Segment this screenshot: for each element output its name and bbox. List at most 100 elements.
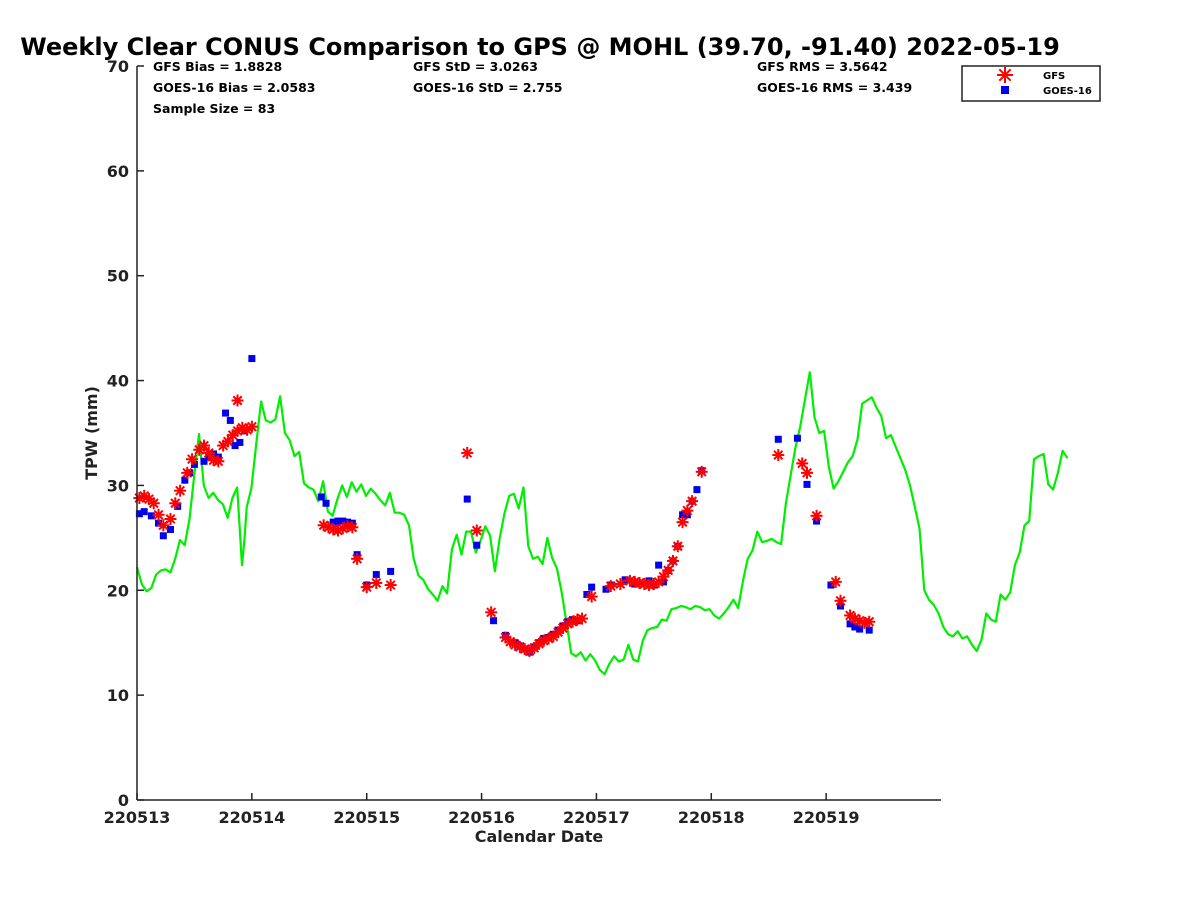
stat-goes16-rms: GOES-16 RMS = 3.439	[757, 80, 912, 95]
gfs-point	[147, 497, 160, 510]
gfs-point	[585, 590, 598, 603]
stat-goes16-bias: GOES-16 Bias = 2.0583	[153, 80, 315, 95]
gfs-point	[470, 524, 483, 537]
x-tick-label: 220515	[333, 808, 400, 827]
gfs-point	[152, 508, 165, 521]
y-tick-label: 60	[107, 162, 129, 181]
x-tick-label: 220517	[563, 808, 630, 827]
goes16-point	[334, 517, 342, 525]
x-tick-label: 220518	[678, 808, 745, 827]
y-tick-label: 30	[107, 476, 129, 495]
legend-box	[961, 65, 1101, 102]
y-tick-label: 70	[107, 57, 129, 76]
goes16-point	[159, 532, 167, 540]
stat-gfs-std: GFS StD = 3.0263	[413, 59, 538, 74]
goes16-point	[181, 476, 189, 484]
goes16-point	[329, 518, 337, 526]
goes16-point	[372, 571, 380, 579]
gfs-point	[829, 575, 842, 588]
gfs-point	[796, 457, 809, 470]
gfs-point	[360, 581, 373, 594]
goes16-point	[147, 512, 155, 520]
goes16-point	[856, 625, 864, 633]
gfs-point	[667, 554, 679, 567]
goes16-point	[693, 486, 701, 494]
goes16-point	[655, 561, 663, 569]
goes16-point	[774, 435, 782, 443]
gfs-point	[202, 446, 215, 459]
x-axis: 220513 220514 220515 220516 220517 220518 2205…	[104, 793, 941, 827]
goes16-point	[846, 620, 854, 628]
gfs-point	[174, 484, 187, 497]
legend-goes16-marker	[1001, 86, 1009, 94]
y-tick-label: 20	[107, 581, 129, 600]
goes16-point	[210, 450, 218, 458]
goes16-point	[155, 519, 163, 527]
gfs-point	[772, 449, 785, 462]
goes16-point	[865, 626, 873, 634]
gfs-point	[351, 552, 364, 565]
gfs-point	[671, 540, 684, 553]
goes16-point	[827, 581, 835, 589]
stat-sample-size: Sample Size = 83	[153, 101, 275, 116]
legend-gfs-marker	[997, 67, 1013, 83]
gfs-point	[346, 521, 359, 534]
goes16-point	[473, 541, 481, 549]
gfs-point	[681, 504, 694, 517]
gps-series-line	[135, 371, 1069, 676]
goes16-point	[236, 438, 244, 446]
gfs-point	[370, 576, 383, 589]
y-axis-label: TPW (mm)	[82, 386, 101, 480]
goes16-point	[226, 416, 234, 424]
legend-goes16-label: GOES-16	[1043, 86, 1092, 97]
stats-block: GFS Bias = 1.8828 GOES-16 Bias = 2.0583 …	[153, 59, 912, 116]
legend-gfs-asterisk	[997, 67, 1013, 83]
gfs-point	[801, 466, 813, 479]
gfs-point	[834, 594, 847, 607]
stat-gfs-bias: GFS Bias = 1.8828	[153, 59, 282, 74]
y-tick-label: 0	[118, 791, 129, 810]
goes16-point	[621, 576, 629, 584]
goes16-point	[322, 499, 330, 507]
goes16-point	[588, 583, 596, 591]
goes16-point	[222, 409, 230, 417]
gfs-point	[181, 466, 194, 479]
gfs-point	[198, 439, 210, 452]
gfs-point	[164, 512, 177, 525]
x-axis-label: Calendar Date	[475, 827, 604, 846]
gfs-point	[604, 580, 617, 593]
stat-goes16-std: GOES-16 StD = 2.755	[413, 80, 562, 95]
goes16-point	[387, 567, 395, 575]
goes16-point	[190, 460, 198, 468]
gfs-point	[676, 516, 689, 529]
gfs-point	[384, 579, 397, 592]
gfs-point	[662, 564, 675, 577]
stat-gfs-rms: GFS RMS = 3.5642	[757, 59, 888, 74]
goes16-point	[490, 617, 498, 625]
gfs-point	[657, 570, 670, 583]
x-tick-label: 220519	[793, 808, 860, 827]
legend-gfs-label: GFS	[1043, 71, 1065, 82]
gfs-point	[485, 606, 498, 619]
goes16-point	[167, 525, 174, 533]
x-tick-label: 220513	[104, 808, 171, 827]
gfs-point	[221, 435, 234, 448]
gfs-point	[853, 614, 866, 627]
goes16-point	[200, 457, 208, 465]
goes16-point	[463, 495, 471, 503]
gfs-point	[863, 615, 876, 628]
goes16-point	[803, 480, 811, 488]
goes16-point	[679, 511, 687, 519]
gfs-point	[212, 455, 225, 468]
goes16-point	[793, 434, 801, 442]
gfs-point	[245, 420, 258, 433]
gfs-point	[695, 465, 708, 478]
goes16-point	[851, 623, 859, 631]
y-axis: 0 10 20 30 40 50 60 70	[107, 57, 144, 810]
goes16-point	[135, 510, 143, 518]
gfs-point	[461, 446, 474, 459]
goes16-point	[602, 585, 610, 593]
goes16-point	[317, 493, 325, 501]
x-tick-label: 220514	[218, 808, 285, 827]
